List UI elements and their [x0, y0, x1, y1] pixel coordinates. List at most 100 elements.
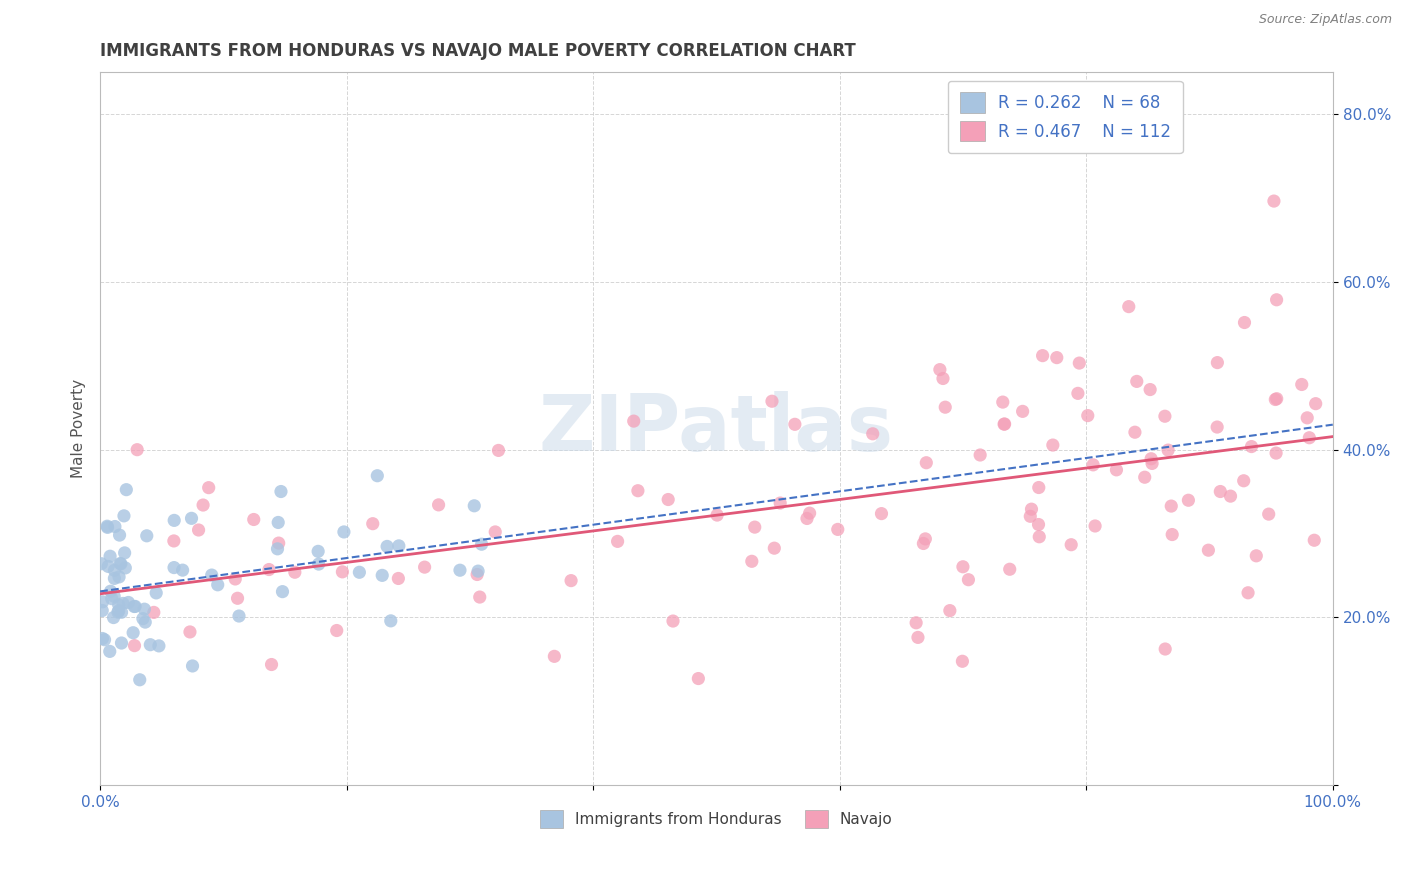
Point [284, 566, 307, 580]
Point [1123, 425, 1146, 440]
Point [1046, 351, 1069, 365]
Point [114, 546, 136, 560]
Point [1081, 458, 1104, 472]
Point [1019, 509, 1042, 524]
Point [179, 624, 201, 639]
Point [332, 565, 354, 579]
Point [103, 571, 125, 585]
Point [124, 639, 146, 653]
Point [117, 595, 139, 609]
Point [1021, 502, 1043, 516]
Point [90, 557, 112, 571]
Point [915, 456, 938, 470]
Point [914, 532, 936, 546]
Point [1237, 586, 1260, 600]
Point [870, 507, 893, 521]
Point [1197, 543, 1219, 558]
Point [799, 506, 821, 520]
Point [134, 615, 156, 629]
Point [467, 564, 489, 578]
Point [128, 673, 150, 687]
Point [463, 499, 485, 513]
Point [122, 625, 145, 640]
Text: IMMIGRANTS FROM HONDURAS VS NAVAJO MALE POVERTY CORRELATION CHART: IMMIGRANTS FROM HONDURAS VS NAVAJO MALE … [100, 42, 856, 60]
Point [97, 559, 120, 574]
Point [606, 534, 628, 549]
Point [934, 400, 956, 414]
Point [413, 560, 436, 574]
Point [145, 586, 167, 600]
Point [827, 522, 849, 536]
Point [623, 414, 645, 428]
Point [543, 649, 565, 664]
Point [163, 560, 186, 574]
Point [1069, 356, 1091, 370]
Point [969, 448, 991, 462]
Point [761, 394, 783, 409]
Point [465, 567, 488, 582]
Point [1246, 549, 1268, 563]
Point [1296, 410, 1319, 425]
Point [1233, 474, 1256, 488]
Point [1028, 481, 1050, 495]
Point [108, 570, 131, 584]
Point [388, 539, 411, 553]
Point [688, 672, 710, 686]
Point [108, 557, 131, 571]
Point [862, 426, 884, 441]
Point [706, 508, 728, 522]
Point [1084, 519, 1107, 533]
Point [371, 568, 394, 582]
Point [998, 562, 1021, 576]
Point [1011, 404, 1033, 418]
Point [905, 615, 928, 630]
Point [1105, 463, 1128, 477]
Point [267, 516, 290, 530]
Point [769, 496, 792, 510]
Point [1264, 392, 1286, 407]
Point [928, 362, 950, 376]
Point [333, 524, 356, 539]
Point [103, 589, 125, 603]
Point [163, 533, 186, 548]
Point [110, 636, 132, 650]
Point [207, 578, 229, 592]
Point [172, 563, 194, 577]
Point [1154, 409, 1177, 424]
Point [993, 417, 1015, 432]
Point [148, 639, 170, 653]
Point [912, 536, 935, 550]
Y-axis label: Male Poverty: Male Poverty [72, 379, 86, 478]
Point [91, 603, 114, 617]
Point [257, 562, 280, 576]
Point [1303, 533, 1326, 548]
Point [1209, 484, 1232, 499]
Point [1060, 538, 1083, 552]
Point [662, 614, 685, 628]
Point [267, 536, 290, 550]
Point [163, 513, 186, 527]
Point [260, 657, 283, 672]
Point [380, 614, 402, 628]
Point [796, 511, 818, 525]
Point [115, 483, 138, 497]
Point [110, 557, 132, 571]
Point [226, 591, 249, 606]
Point [484, 524, 506, 539]
Point [468, 590, 491, 604]
Point [449, 563, 471, 577]
Point [744, 520, 766, 534]
Point [1263, 194, 1285, 208]
Point [103, 610, 125, 624]
Point [1028, 530, 1050, 544]
Point [270, 484, 292, 499]
Point [124, 599, 146, 614]
Point [907, 631, 929, 645]
Point [201, 568, 224, 582]
Point [1154, 642, 1177, 657]
Point [741, 554, 763, 568]
Point [191, 498, 214, 512]
Point [1305, 397, 1327, 411]
Point [1077, 409, 1099, 423]
Point [1206, 355, 1229, 369]
